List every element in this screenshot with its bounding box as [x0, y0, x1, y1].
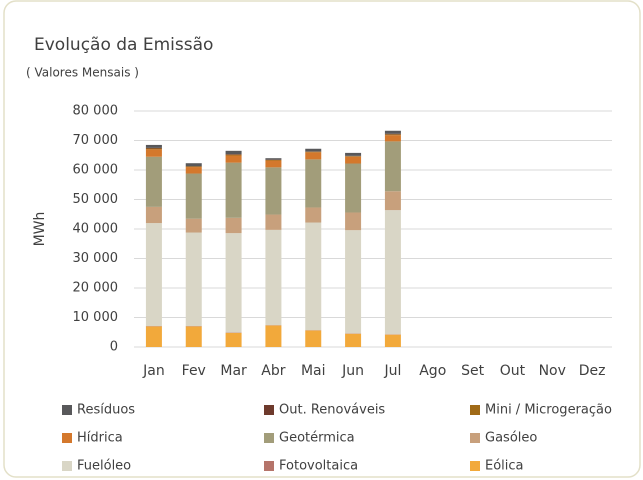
bar-segment — [305, 207, 322, 223]
bar-segment — [185, 218, 202, 233]
legend-swatch — [62, 433, 72, 443]
legend-swatch — [264, 433, 274, 443]
bar-segment — [384, 191, 401, 211]
bar-segment — [305, 330, 322, 347]
bar-segment — [305, 222, 322, 331]
bar-segment — [265, 214, 282, 230]
bar-segment — [345, 163, 362, 213]
legend-swatch — [264, 461, 274, 471]
legend-swatch — [62, 461, 72, 471]
bar-segment — [345, 152, 362, 156]
bar-segment — [305, 151, 322, 153]
y-tick-label: 0 — [110, 340, 118, 355]
x-tick-label: Dez — [579, 363, 606, 379]
x-tick-label: Jun — [341, 363, 364, 379]
y-tick-label: 20 000 — [73, 281, 119, 296]
bar-segment — [225, 154, 242, 155]
bar-segment — [384, 141, 401, 192]
bar-segment — [145, 149, 162, 157]
legend-swatch — [470, 461, 480, 471]
legend-label: Gasóleo — [485, 431, 537, 446]
x-tick-label: Nov — [539, 363, 566, 379]
y-tick-label: 30 000 — [73, 251, 119, 266]
bar-segment — [265, 160, 282, 168]
bar-segment — [145, 326, 162, 347]
y-tick-label: 10 000 — [73, 310, 119, 325]
bar-segment — [225, 217, 242, 234]
bar-segment — [145, 147, 162, 149]
bar-segment — [384, 134, 401, 136]
bar-segment — [384, 130, 401, 134]
legend-label: Resíduos — [77, 403, 135, 418]
x-tick-label: Jul — [383, 363, 401, 379]
legend-swatch — [264, 405, 274, 415]
bar-segment — [185, 166, 202, 168]
legend-label: Out. Renováveis — [279, 403, 385, 418]
bar-segment — [384, 133, 401, 135]
chart-frame — [3, 0, 641, 478]
bar-segment — [384, 334, 401, 347]
bar-segment — [145, 223, 162, 327]
x-tick-label: Mar — [220, 363, 247, 379]
y-axis-label: MWh — [32, 212, 48, 247]
bar-segment — [145, 148, 162, 150]
bar-segment — [305, 152, 322, 160]
legend-swatch — [62, 405, 72, 415]
bar-segment — [225, 150, 242, 155]
x-tick-label: Mai — [301, 363, 326, 379]
legend-label: Eólica — [485, 459, 524, 474]
legend-label: Fuelóleo — [77, 459, 131, 474]
bar-segment — [384, 135, 401, 142]
y-tick-label: 80 000 — [73, 104, 119, 119]
x-tick-label: Set — [461, 363, 485, 379]
bar-segment — [185, 326, 202, 347]
legend-swatch — [470, 405, 480, 415]
bar-segment — [265, 159, 282, 161]
bar-segment — [145, 156, 162, 207]
bar-segment — [265, 325, 282, 347]
bar-segment — [225, 154, 242, 156]
bar-segment — [145, 144, 162, 148]
bar-segment — [345, 212, 362, 231]
bar-segment — [305, 148, 322, 152]
y-tick-label: 60 000 — [73, 163, 119, 178]
x-tick-label: Fev — [182, 363, 206, 379]
bar-segment — [185, 173, 202, 219]
bar-segment — [345, 156, 362, 164]
bar-segment — [185, 232, 202, 327]
x-tick-label: Abr — [261, 363, 285, 379]
bar-segment — [225, 233, 242, 333]
bar-segment — [225, 332, 242, 347]
bar-segment — [225, 162, 242, 218]
bar-segment — [145, 206, 162, 224]
legend-swatch — [470, 433, 480, 443]
bar-segment — [305, 159, 322, 208]
bar-segment — [384, 210, 401, 335]
bar-segment — [265, 229, 282, 326]
legend-label: Hídrica — [77, 431, 123, 446]
bar-segment — [345, 156, 362, 157]
chart-title: Evolução da Emissão — [34, 35, 213, 55]
legend-label: Geotérmica — [279, 431, 355, 446]
bar-segment — [265, 167, 282, 215]
y-tick-label: 70 000 — [73, 133, 119, 148]
x-tick-label: Jan — [142, 363, 165, 379]
chart-subtitle: ( Valores Mensais ) — [26, 66, 139, 80]
x-tick-label: Out — [500, 363, 526, 379]
x-tick-label: Ago — [419, 363, 446, 379]
bar-segment — [185, 163, 202, 167]
bar-segment — [265, 158, 282, 160]
legend-label: Mini / Microgeração — [485, 403, 612, 418]
y-tick-label: 50 000 — [73, 192, 119, 207]
legend-label: Fotovoltaica — [279, 459, 358, 474]
bar-segment — [185, 167, 202, 174]
bar-segment — [345, 230, 362, 334]
bar-segment — [225, 155, 242, 163]
bar-segment — [345, 333, 362, 347]
y-tick-label: 40 000 — [73, 222, 119, 237]
